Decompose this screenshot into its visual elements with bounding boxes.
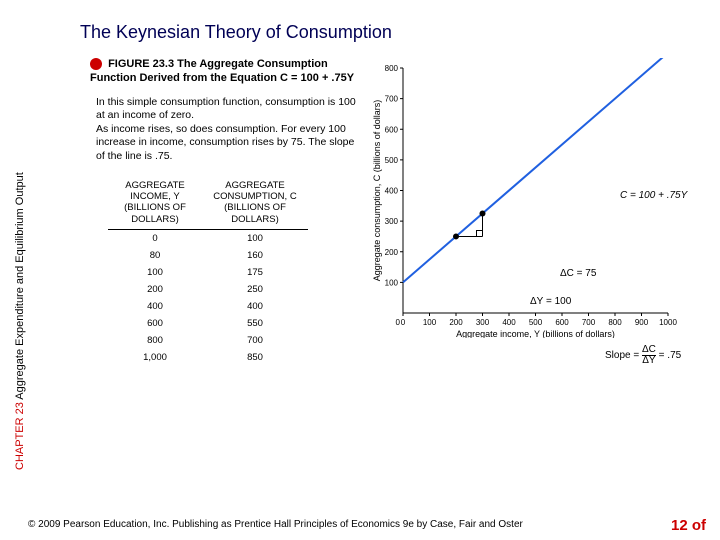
left-column: FIGURE 23.3 The Aggregate Consumption Fu… [90,58,360,366]
svg-text:200: 200 [449,318,463,327]
figure-caption: FIGURE 23.3 The Aggregate Consumption Fu… [90,58,360,86]
table-row: 80160 [108,247,308,264]
svg-text:600: 600 [555,318,569,327]
svg-text:300: 300 [476,318,490,327]
svg-text:800: 800 [385,64,399,73]
svg-text:700: 700 [385,95,399,104]
col2-header: AGGREGATE CONSUMPTION, C (BILLIONS OF DO… [202,178,308,230]
sidebar-label: CHAPTER 23 Aggregate Expenditure and Equ… [14,172,26,470]
page-title: The Keynesian Theory of Consumption [80,22,392,43]
chapter-title: Aggregate Expenditure and Equilibrium Ou… [14,172,26,399]
svg-text:300: 300 [385,217,399,226]
page-number: 12 of [671,517,706,534]
svg-text:100: 100 [423,318,437,327]
table-row: 800700 [108,332,308,349]
description: In this simple consumption function, con… [96,96,360,164]
svg-text:400: 400 [502,318,516,327]
chart-equation: C = 100 + .75Y [620,190,687,201]
svg-text:900: 900 [635,318,649,327]
svg-text:Aggregate income, Y (billions: Aggregate income, Y (billions of dollars… [456,329,615,338]
svg-text:0: 0 [396,318,401,327]
delta-y-label: ΔY = 100 [530,296,571,307]
table-row: 200250 [108,281,308,298]
table-row: 0100 [108,230,308,248]
data-table: AGGREGATE INCOME, Y (BILLIONS OF DOLLARS… [108,178,308,367]
svg-text:0: 0 [401,318,406,327]
caption-arrow-icon [90,58,102,70]
table-row: 1,000850 [108,349,308,366]
svg-text:400: 400 [385,187,399,196]
footer-copyright: © 2009 Pearson Education, Inc. Publishin… [28,519,523,530]
slope-equation: Slope = ΔCΔY = .75 [605,345,681,366]
svg-text:700: 700 [582,318,596,327]
svg-text:100: 100 [385,278,399,287]
table-row: 100175 [108,264,308,281]
svg-text:1000: 1000 [659,318,677,327]
svg-text:200: 200 [385,248,399,257]
delta-c-label: ΔC = 75 [560,268,596,279]
table-row: 600550 [108,315,308,332]
col1-header: AGGREGATE INCOME, Y (BILLIONS OF DOLLARS… [108,178,202,230]
svg-text:Aggregate consumption, C (bill: Aggregate consumption, C (billions of do… [372,100,382,282]
desc-p2: As income rises, so does consumption. Fo… [96,123,360,164]
table-row: 400400 [108,298,308,315]
figure-label: FIGURE 23.3 [108,58,174,70]
chapter-number: CHAPTER 23 [14,402,26,470]
svg-text:500: 500 [385,156,399,165]
svg-text:500: 500 [529,318,543,327]
svg-text:600: 600 [385,125,399,134]
desc-p1: In this simple consumption function, con… [96,96,360,123]
svg-text:800: 800 [608,318,622,327]
